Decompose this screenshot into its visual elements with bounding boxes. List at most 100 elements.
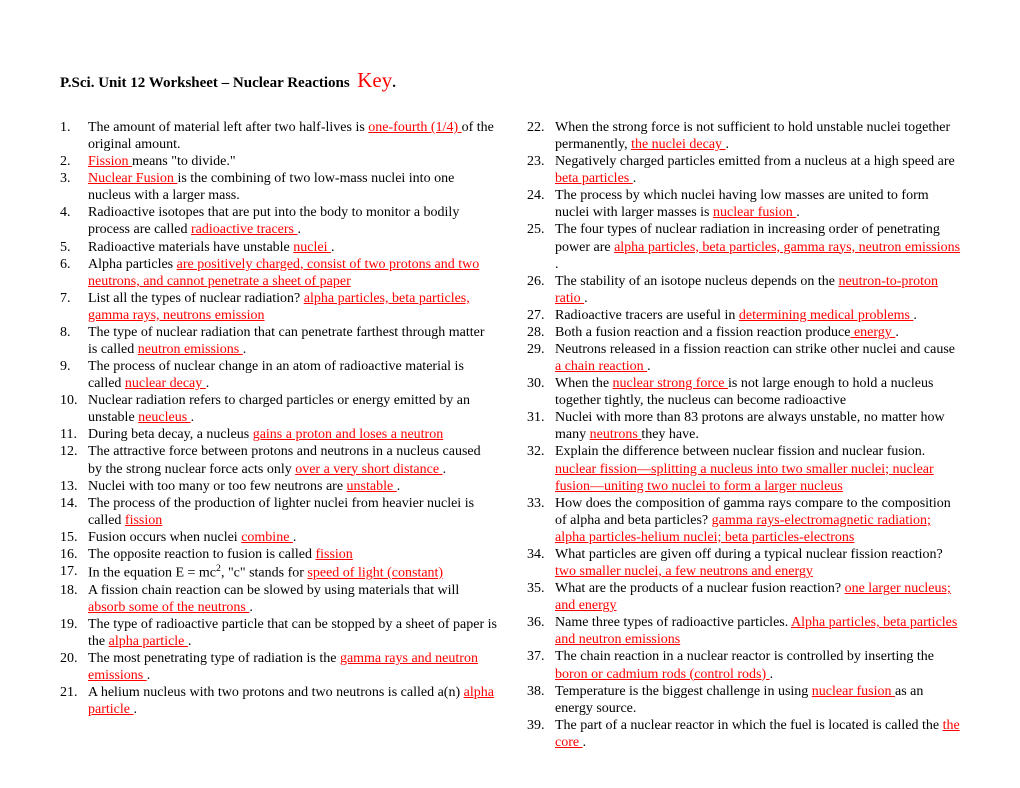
- question-text: The chain reaction in a nuclear reactor …: [555, 649, 934, 664]
- answer-text: nuclear strong force: [613, 376, 728, 391]
- title-period: .: [392, 75, 396, 91]
- title-key: Key: [357, 68, 392, 92]
- question-text: Explain the difference between nuclear f…: [555, 444, 925, 459]
- question-text: .: [191, 410, 195, 425]
- question-text: .: [583, 735, 587, 750]
- answer-text: alpha particle: [109, 634, 188, 649]
- question-text: means "to divide.": [132, 154, 236, 169]
- question-item: Explain the difference between nuclear f…: [527, 443, 964, 494]
- question-text: .: [555, 257, 559, 272]
- question-text: they have.: [641, 427, 699, 442]
- question-text: .: [293, 530, 297, 545]
- answer-text: energy: [850, 325, 895, 340]
- question-item: The type of radioactive particle that ca…: [60, 616, 497, 650]
- question-text: .: [243, 342, 247, 357]
- question-item: When the strong force is not sufficient …: [527, 119, 964, 153]
- answer-text: radioactive tracers: [191, 222, 298, 237]
- question-text: .: [249, 600, 253, 615]
- question-item: A fission chain reaction can be slowed b…: [60, 582, 497, 616]
- question-text: When the: [555, 376, 613, 391]
- question-text: .: [633, 171, 637, 186]
- question-text: The amount of material left after two ha…: [88, 120, 368, 135]
- question-text: .: [913, 308, 917, 323]
- worksheet-page: P.Sci. Unit 12 Worksheet – Nuclear React…: [0, 0, 1020, 788]
- answer-text: beta particles: [555, 171, 633, 186]
- question-item: The process of the production of lighter…: [60, 495, 497, 529]
- question-item: Nuclei with too many or too few neutrons…: [60, 478, 497, 495]
- question-item: List all the types of nuclear radiation?…: [60, 290, 497, 324]
- answer-text: nuclear decay: [125, 376, 206, 391]
- question-item: The type of nuclear radiation that can p…: [60, 324, 497, 358]
- question-text: Negatively charged particles emitted fro…: [555, 154, 955, 169]
- question-text: The stability of an isotope nucleus depe…: [555, 274, 838, 289]
- answer-text: boron or cadmium rods (control rods): [555, 667, 770, 682]
- question-item: Fusion occurs when nuclei combine .: [60, 529, 497, 546]
- question-text: When the strong force is not sufficient …: [555, 120, 950, 152]
- answer-text: absorb some of the neutrons: [88, 600, 249, 615]
- question-text: The opposite reaction to fusion is calle…: [88, 547, 315, 562]
- question-text: What are the products of a nuclear fusio…: [555, 581, 845, 596]
- answer-text: fission: [315, 547, 352, 562]
- question-text: .: [584, 291, 588, 306]
- question-text: Both a fusion reaction and a fission rea…: [555, 325, 850, 340]
- question-item: The chain reaction in a nuclear reactor …: [527, 648, 964, 682]
- question-text: Nuclei with too many or too few neutrons…: [88, 479, 347, 494]
- question-text: .: [647, 359, 651, 374]
- answer-text: two smaller nuclei, a few neutrons and e…: [555, 564, 813, 579]
- answer-text: the nuclei decay: [631, 137, 725, 152]
- question-item: The amount of material left after two ha…: [60, 119, 497, 153]
- answer-text: determining medical problems: [739, 308, 914, 323]
- question-item: A helium nucleus with two protons and tw…: [60, 684, 497, 718]
- question-text: .: [770, 667, 774, 682]
- answer-text: neucleus: [138, 410, 190, 425]
- question-text: During beta decay, a nucleus: [88, 427, 253, 442]
- question-item: Nuclear Fusion is the combining of two l…: [60, 170, 497, 204]
- answer-text: nuclear fission—splitting a nucleus into…: [555, 462, 934, 494]
- question-item: The most penetrating type of radiation i…: [60, 650, 497, 684]
- answer-text: speed of light (constant): [307, 566, 443, 581]
- question-item: What are the products of a nuclear fusio…: [527, 580, 964, 614]
- answer-text: nuclei: [293, 240, 331, 255]
- question-item: The stability of an isotope nucleus depe…: [527, 273, 964, 307]
- question-text: A fission chain reaction can be slowed b…: [88, 583, 459, 598]
- question-text: The most penetrating type of radiation i…: [88, 651, 340, 666]
- question-text: What particles are given off during a ty…: [555, 547, 943, 562]
- question-item: Neutrons released in a fission reaction …: [527, 341, 964, 375]
- answer-text: Fission: [88, 154, 132, 169]
- question-item: How does the composition of gamma rays c…: [527, 495, 964, 546]
- question-text: Radioactive tracers are useful in: [555, 308, 739, 323]
- question-item: What particles are given off during a ty…: [527, 546, 964, 580]
- question-item: Radioactive materials have unstable nucl…: [60, 239, 497, 256]
- question-item: Nuclei with more than 83 protons are alw…: [527, 409, 964, 443]
- question-item: Radioactive isotopes that are put into t…: [60, 204, 497, 238]
- question-text: List all the types of nuclear radiation?: [88, 291, 304, 306]
- question-text: A helium nucleus with two protons and tw…: [88, 685, 464, 700]
- question-item: The attractive force between protons and…: [60, 443, 497, 477]
- question-item: During beta decay, a nucleus gains a pro…: [60, 426, 497, 443]
- question-text: .: [298, 222, 302, 237]
- question-item: The four types of nuclear radiation in i…: [527, 221, 964, 272]
- answer-text: nuclear fusion: [812, 684, 895, 699]
- question-item: Nuclear radiation refers to charged part…: [60, 392, 497, 426]
- question-text: .: [188, 634, 192, 649]
- answer-text: neutrons: [590, 427, 642, 442]
- question-text: Neutrons released in a fission reaction …: [555, 342, 955, 357]
- question-text: Temperature is the biggest challenge in …: [555, 684, 812, 699]
- question-text: Alpha particles: [88, 257, 177, 272]
- question-text: .: [726, 137, 730, 152]
- question-text: .: [147, 668, 151, 683]
- question-item: Radioactive tracers are useful in determ…: [527, 307, 964, 324]
- question-text: , "c" stands for: [221, 566, 307, 581]
- question-item: Both a fusion reaction and a fission rea…: [527, 324, 964, 341]
- question-text: .: [443, 462, 447, 477]
- page-title: P.Sci. Unit 12 Worksheet – Nuclear React…: [60, 68, 964, 93]
- question-text: Name three types of radioactive particle…: [555, 615, 791, 630]
- answer-text: combine: [241, 530, 293, 545]
- question-item: In the equation E = mc2, "c" stands for …: [60, 563, 497, 582]
- question-text: The part of a nuclear reactor in which t…: [555, 718, 943, 733]
- question-item: The process of nuclear change in an atom…: [60, 358, 497, 392]
- question-text: Radioactive materials have unstable: [88, 240, 293, 255]
- question-text: .: [133, 702, 137, 717]
- answer-text: over a very short distance: [295, 462, 442, 477]
- question-text: .: [796, 205, 800, 220]
